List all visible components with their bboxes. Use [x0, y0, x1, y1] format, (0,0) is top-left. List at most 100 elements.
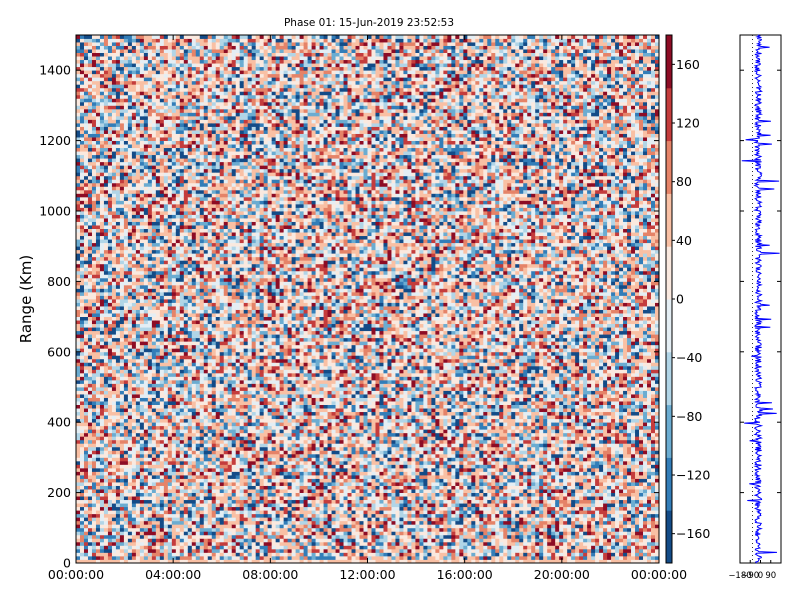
heatmap-cell [140, 119, 144, 123]
heatmap-cell [104, 450, 108, 454]
heatmap-cell [108, 521, 112, 525]
heatmap-cell [124, 380, 128, 384]
heatmap-cell [184, 320, 188, 324]
heatmap-cell [196, 486, 200, 490]
heatmap-cell [160, 422, 164, 426]
heatmap-cell [136, 278, 140, 282]
heatmap-cell [204, 391, 208, 395]
heatmap-cell [132, 341, 136, 345]
heatmap-cell [120, 493, 124, 497]
heatmap-cell [128, 169, 132, 173]
heatmap-cell [144, 119, 148, 123]
heatmap-cell [160, 162, 164, 166]
heatmap-cell [192, 341, 196, 345]
heatmap-cell [100, 306, 104, 310]
heatmap-cell [84, 471, 88, 475]
heatmap-cell [124, 517, 128, 521]
heatmap-cell [140, 524, 144, 528]
heatmap-cell [76, 320, 80, 324]
heatmap-cell [168, 81, 172, 85]
heatmap-cell [204, 383, 208, 387]
heatmap-cell [184, 162, 188, 166]
heatmap-cell [88, 475, 92, 479]
heatmap-cell [184, 123, 188, 127]
heatmap-cell [192, 475, 196, 479]
heatmap-cell [128, 552, 132, 556]
heatmap-cell [168, 271, 172, 275]
heatmap-cell [80, 225, 84, 229]
heatmap-cell [112, 303, 116, 307]
heatmap-cell [116, 468, 120, 472]
heatmap-cell [184, 74, 188, 78]
heatmap-cell [188, 130, 192, 134]
heatmap-cell [88, 461, 92, 465]
heatmap-cell [168, 503, 172, 507]
heatmap-cell [76, 250, 80, 254]
heatmap-cell [140, 137, 144, 141]
heatmap-cell [152, 211, 156, 215]
heatmap-cell [92, 46, 96, 50]
heatmap-cell [88, 489, 92, 493]
heatmap-cell [124, 172, 128, 176]
heatmap-cell [200, 503, 204, 507]
heatmap-cell [160, 324, 164, 328]
heatmap-cell [180, 415, 184, 419]
heatmap-cell [100, 471, 104, 475]
heatmap-cell [100, 366, 104, 370]
heatmap-cell [108, 67, 112, 71]
heatmap-cell [156, 556, 160, 560]
heatmap-cell [188, 552, 192, 556]
heatmap-cell [164, 299, 168, 303]
heatmap-cell [180, 486, 184, 490]
heatmap-cell [172, 500, 176, 504]
heatmap-cell [172, 419, 176, 423]
heatmap-cell [92, 81, 96, 85]
heatmap-cell [124, 288, 128, 292]
heatmap-cell [116, 436, 120, 440]
heatmap-cell [148, 211, 152, 215]
heatmap-cell [112, 109, 116, 113]
heatmap-cell [184, 53, 188, 57]
heatmap-cell [84, 119, 88, 123]
heatmap-cell [172, 236, 176, 240]
heatmap-cell [152, 443, 156, 447]
heatmap-cell [136, 380, 140, 384]
heatmap-cell [156, 517, 160, 521]
heatmap-cell [120, 331, 124, 335]
heatmap-cell [132, 545, 136, 549]
heatmap-cell [84, 443, 88, 447]
heatmap-cell [112, 426, 116, 430]
heatmap-cell [200, 183, 204, 187]
heatmap-cell [88, 556, 92, 560]
heatmap-cell [108, 204, 112, 208]
heatmap-cell [192, 257, 196, 261]
heatmap-cell [84, 70, 88, 74]
heatmap-cell [148, 528, 152, 532]
heatmap-cell [96, 310, 100, 314]
heatmap-cell [112, 521, 116, 525]
heatmap-cell [180, 345, 184, 349]
heatmap-cell [136, 496, 140, 500]
heatmap-cell [140, 236, 144, 240]
heatmap-cell [200, 461, 204, 465]
heatmap-cell [144, 538, 148, 542]
heatmap-cell [140, 134, 144, 138]
heatmap-cell [128, 454, 132, 458]
heatmap-cell [108, 528, 112, 532]
heatmap-cell [188, 405, 192, 409]
heatmap-cell [148, 278, 152, 282]
heatmap-cell [76, 56, 80, 60]
heatmap-cell [100, 176, 104, 180]
heatmap-cell [156, 391, 160, 395]
heatmap-cell [116, 496, 120, 500]
heatmap-cell [160, 317, 164, 321]
heatmap-cell [172, 141, 176, 145]
heatmap-cell [76, 42, 80, 46]
heatmap-cell [80, 42, 84, 46]
heatmap-cell [176, 225, 180, 229]
heatmap-cell [100, 243, 104, 247]
heatmap-cell [176, 317, 180, 321]
heatmap-cell [120, 91, 124, 95]
heatmap-cell [116, 514, 120, 518]
heatmap-cell [204, 454, 208, 458]
